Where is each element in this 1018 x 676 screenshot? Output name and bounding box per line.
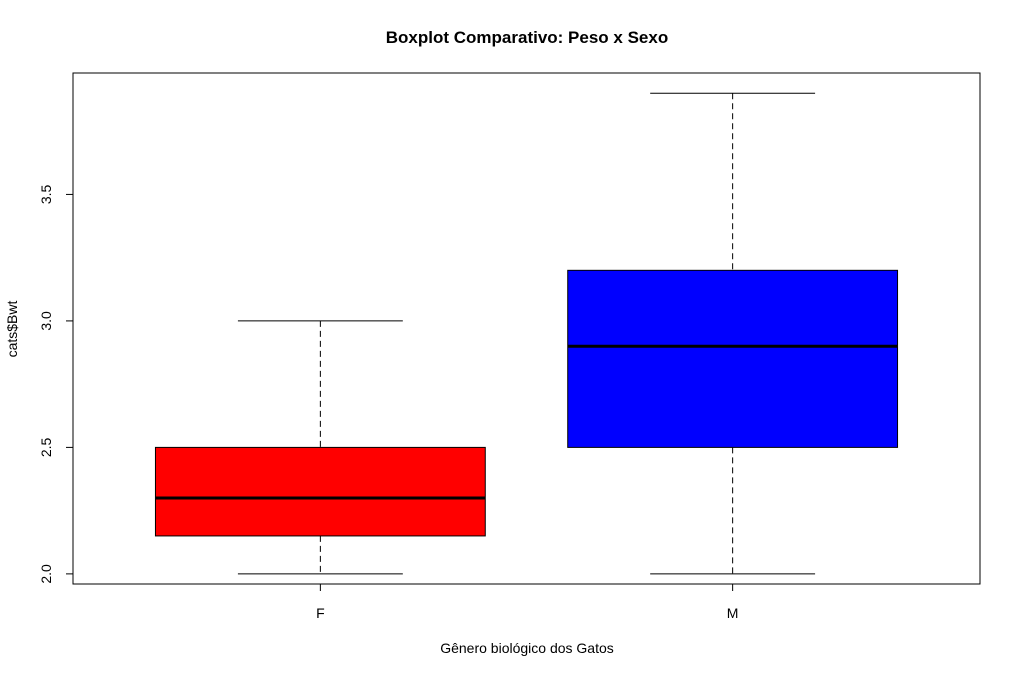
y-tick-label: 3.5	[38, 184, 54, 204]
y-axis: 2.0 2.5 3.0 3.5	[38, 184, 74, 584]
y-axis-label: cats$Bwt	[4, 300, 20, 357]
box-iqr	[154, 446, 486, 537]
y-tick-label: 2.5	[38, 437, 54, 457]
chart-title: Boxplot Comparativo: Peso x Sexo	[386, 28, 668, 47]
x-tick-label: M	[727, 605, 739, 621]
box-M	[567, 92, 899, 575]
x-tick-label: F	[316, 605, 325, 621]
y-tick-label: 2.0	[38, 564, 54, 584]
x-axis-label: Gênero biológico dos Gatos	[440, 640, 614, 656]
box-iqr	[567, 269, 899, 448]
boxes-group	[154, 92, 899, 575]
y-tick-label: 3.0	[38, 311, 54, 331]
box-F	[154, 320, 486, 575]
